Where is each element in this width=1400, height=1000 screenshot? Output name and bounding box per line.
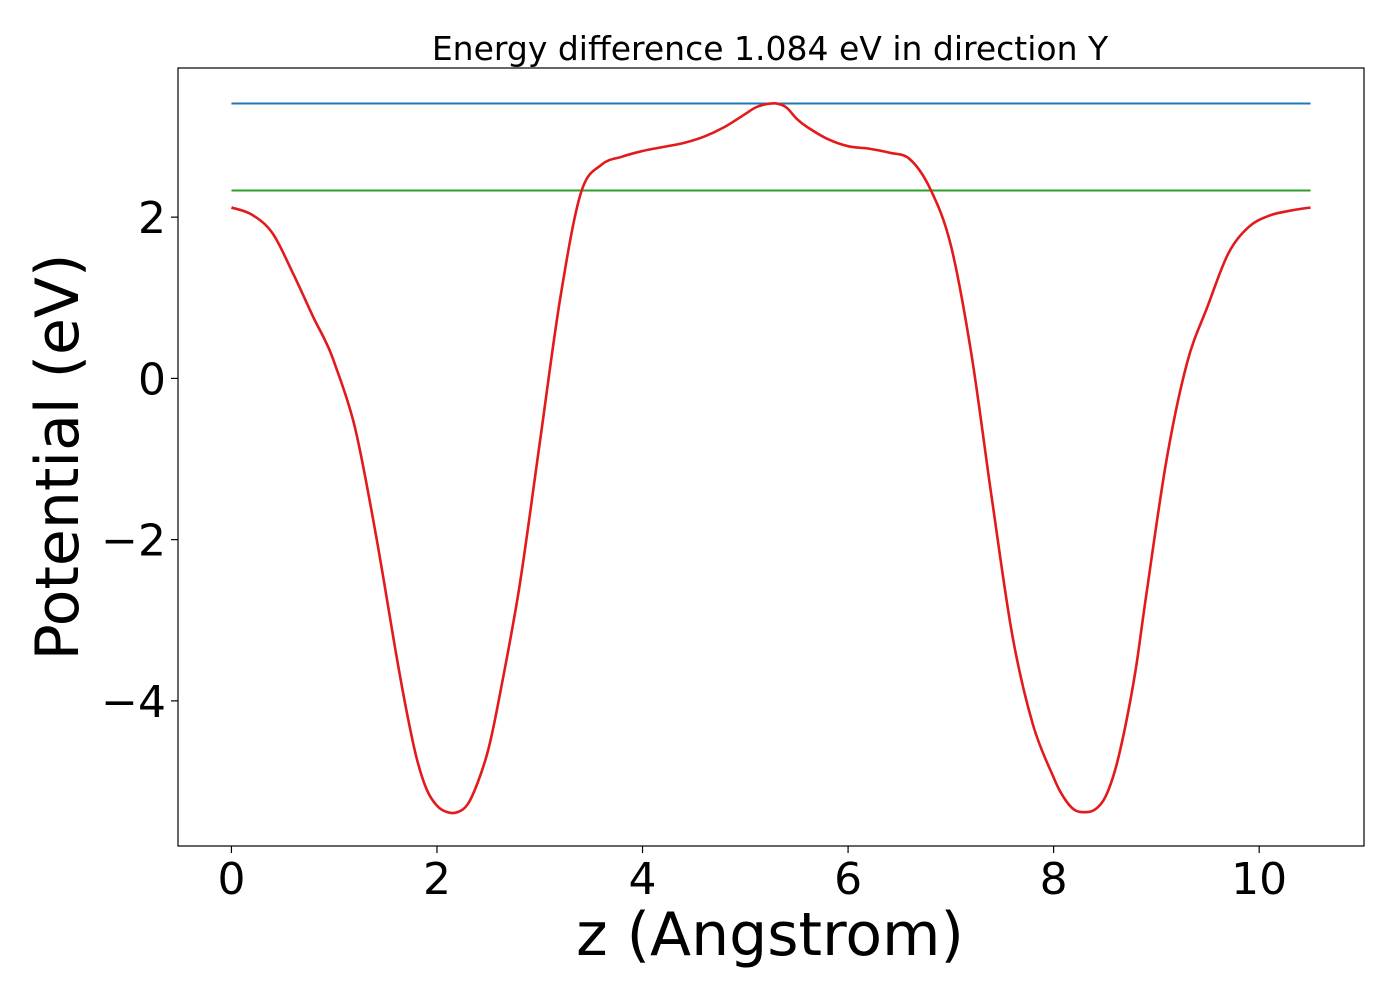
chart-title: Energy difference 1.084 eV in direction … (432, 29, 1109, 68)
x-tick-label: 4 (629, 854, 657, 905)
x-axis-title: z (Angstrom) (576, 900, 964, 970)
x-tick-label: 8 (1040, 854, 1068, 905)
x-tick-label: 2 (423, 854, 451, 905)
y-axis: 2 0 −2 −4 (101, 193, 178, 728)
plot-area (177, 67, 1365, 847)
series-line-potential (231, 101, 1311, 815)
x-tick-label: 10 (1231, 854, 1287, 905)
y-tick-label: 0 (138, 354, 166, 405)
y-tick-label: −4 (101, 677, 166, 728)
y-axis-title: Potential (eV) (23, 254, 93, 661)
y-tick-label: −2 (101, 516, 166, 567)
y-tick-label: 2 (138, 193, 166, 244)
plot-frame (177, 67, 1365, 847)
x-tick-label: 6 (834, 854, 862, 905)
series-layer (231, 101, 1311, 815)
x-axis: 0 2 4 6 8 10 (217, 846, 1287, 905)
x-tick-label: 0 (217, 854, 245, 905)
